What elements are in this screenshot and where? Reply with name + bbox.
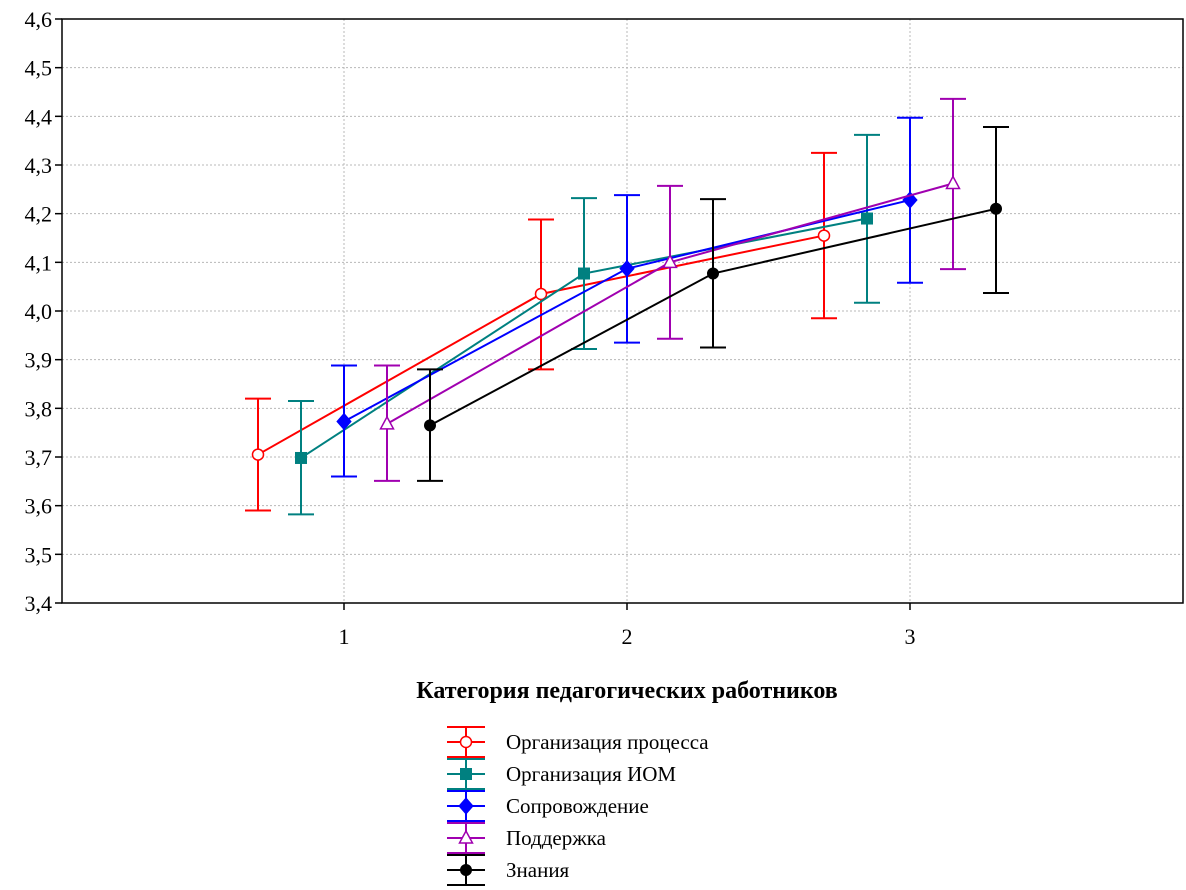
x-axis: 1 2 3 [339, 603, 916, 649]
legend-label: Знания [506, 858, 570, 882]
legend-item-5: Знания [447, 854, 570, 886]
legend-item-2: Организация ИОМ [447, 758, 676, 790]
y-tick-label: 3,5 [25, 542, 53, 567]
legend-marker [460, 864, 472, 876]
legend-item-1: Организация процесса [447, 726, 709, 758]
data-point [251, 448, 265, 461]
legend-marker [460, 768, 472, 780]
data-point [990, 202, 1002, 215]
y-tick-label: 3,7 [25, 445, 53, 470]
legend-label: Сопровождение [506, 794, 649, 818]
y-tick-label: 3,4 [25, 591, 53, 616]
legend-marker [458, 829, 474, 844]
x-tick-label: 3 [905, 624, 916, 649]
legend-label: Организация ИОМ [506, 762, 676, 786]
y-tick-label: 4,5 [25, 56, 53, 81]
series-4 [374, 97, 966, 482]
legend-label: Поддержка [506, 826, 607, 850]
data-point [707, 267, 719, 280]
data-point [295, 451, 307, 464]
y-tick-label: 3,8 [25, 396, 53, 421]
data-point [662, 253, 678, 269]
x-tick-label: 1 [339, 624, 350, 649]
legend-marker [458, 797, 474, 815]
data-point [619, 259, 635, 278]
y-tick-label: 4,0 [25, 299, 53, 324]
data-point [817, 229, 831, 242]
series-2 [288, 133, 880, 516]
data-point [379, 415, 395, 430]
series-layer [245, 97, 1009, 516]
y-tick-label: 4,6 [25, 7, 53, 32]
data-point [578, 267, 590, 280]
y-tick-label: 3,6 [25, 494, 53, 519]
series-5 [417, 126, 1009, 482]
y-tick-label: 3,9 [25, 348, 53, 373]
legend-item-4: Поддержка [447, 822, 607, 854]
legend-label: Организация процесса [506, 730, 709, 754]
y-axis: 3,4 3,5 3,6 3,7 3,8 3,9 4,0 4,1 4,2 4,3 4,4 4,5 4,6 [25, 7, 62, 616]
gridlines [62, 18, 1183, 604]
data-point [424, 419, 436, 432]
data-point [534, 287, 548, 301]
y-tick-label: 4,1 [25, 250, 53, 275]
series-1 [245, 151, 837, 512]
y-tick-label: 4,3 [25, 153, 53, 178]
legend-marker [459, 735, 473, 749]
data-point [336, 412, 352, 431]
legend: Организация процесса Организация ИОМ Сопро… [447, 726, 709, 886]
legend-item-3: Сопровождение [447, 790, 649, 822]
x-axis-title: Категория педагогических работников [416, 678, 838, 704]
data-point [945, 174, 961, 190]
y-tick-label: 4,4 [25, 104, 53, 129]
x-tick-label: 2 [622, 624, 633, 649]
data-point [861, 212, 873, 225]
y-tick-label: 4,2 [25, 202, 53, 227]
